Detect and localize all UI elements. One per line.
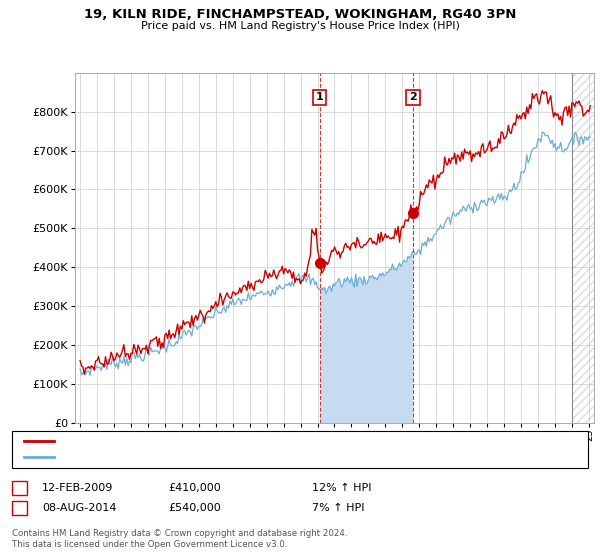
Text: £410,000: £410,000: [168, 483, 221, 493]
Text: 19, KILN RIDE, FINCHAMPSTEAD, WOKINGHAM, RG40 3PN: 19, KILN RIDE, FINCHAMPSTEAD, WOKINGHAM,…: [84, 8, 516, 21]
Text: HPI: Average price, detached house, Wokingham: HPI: Average price, detached house, Woki…: [60, 452, 314, 462]
Text: 12-FEB-2009: 12-FEB-2009: [42, 483, 113, 493]
Text: 19, KILN RIDE, FINCHAMPSTEAD, WOKINGHAM, RG40 3PN (detached house): 19, KILN RIDE, FINCHAMPSTEAD, WOKINGHAM,…: [60, 436, 454, 446]
Text: 2: 2: [409, 92, 417, 102]
Text: 12% ↑ HPI: 12% ↑ HPI: [312, 483, 371, 493]
Text: Contains HM Land Registry data © Crown copyright and database right 2024.
This d: Contains HM Land Registry data © Crown c…: [12, 529, 347, 549]
Text: 2: 2: [16, 503, 23, 513]
Bar: [572, 73, 594, 423]
Text: 08-AUG-2014: 08-AUG-2014: [42, 503, 116, 513]
Text: £540,000: £540,000: [168, 503, 221, 513]
Text: 7% ↑ HPI: 7% ↑ HPI: [312, 503, 365, 513]
Text: 1: 1: [16, 483, 23, 493]
Text: Price paid vs. HM Land Registry's House Price Index (HPI): Price paid vs. HM Land Registry's House …: [140, 21, 460, 31]
Text: 1: 1: [316, 92, 323, 102]
